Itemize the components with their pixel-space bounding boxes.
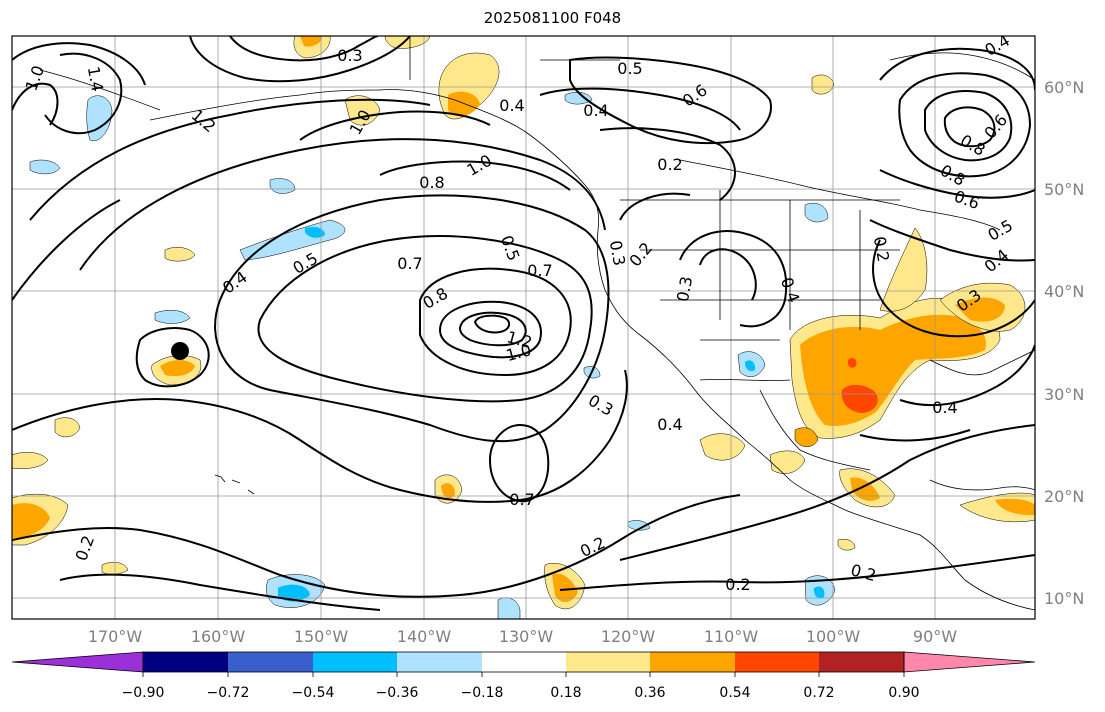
lat-label: 20°N (1044, 487, 1084, 506)
contour-label: 0.2 (725, 575, 750, 594)
shade-red-south-plains (841, 384, 878, 413)
shade-negative-west-small (29, 159, 61, 175)
colorbar-segment (143, 652, 228, 672)
shade-orange-caribbean (995, 498, 1035, 516)
lon-label: 170°W (88, 627, 143, 646)
shade-positive-small-6 (837, 539, 856, 551)
colorbar: −0.90 −0.72 −0.54 −0.36 −0.18 0.18 0.36 … (11, 651, 1036, 701)
shade-positive-small-2 (54, 417, 81, 438)
colorbar-segment (819, 652, 904, 672)
shade-negative-mid-pacific-dark (305, 226, 325, 238)
colorbar-tick-label: −0.72 (207, 685, 250, 701)
contour-label: 0.4 (657, 415, 682, 434)
lat-label: 50°N (1044, 180, 1084, 199)
lat-label: 10°N (1044, 589, 1084, 608)
shade-negative-canada (564, 92, 593, 105)
colorbar-tick-label: 0.90 (888, 685, 919, 701)
shaded-fields (12, 36, 1035, 619)
lon-label: 120°W (601, 627, 656, 646)
lon-label: 110°W (704, 627, 759, 646)
shade-negative-hawaii-north (154, 310, 191, 324)
shade-positive-top-4 (811, 74, 835, 95)
contour-label: 0.2 (657, 155, 682, 174)
contour-label: 0.3 (337, 46, 362, 65)
colorbar-tick-label: 0.54 (719, 685, 750, 701)
map-frame (11, 35, 1036, 620)
contour-label: 0.2 (870, 235, 893, 263)
contour-label: 0.4 (499, 96, 524, 115)
shade-positive-baja (699, 433, 746, 461)
colorbar-segment (228, 652, 313, 672)
shade-negative-south-3-dark (813, 586, 825, 598)
shade-orange-top-1 (300, 36, 322, 47)
shade-positive-small-1 (164, 247, 196, 262)
contour-label: 0.7 (509, 490, 534, 509)
shade-positive-mexico (769, 450, 806, 474)
shade-negative-alaska-west (86, 95, 113, 142)
lon-label: 140°W (397, 627, 452, 646)
shade-orange-south-mid (552, 573, 578, 603)
shade-positive-small-3 (12, 452, 49, 469)
contour-label: 0.4 (932, 398, 957, 417)
shade-negative-small-south (627, 520, 651, 531)
lon-label: 100°W (806, 627, 861, 646)
map-title: 2025081100 F048 (483, 9, 622, 27)
colorbar-segment (566, 652, 650, 672)
contour-label: 0.7 (397, 254, 422, 273)
colorbar-tick-label: 0.72 (803, 685, 834, 701)
colorbar-tick-label: −0.18 (461, 685, 504, 701)
lon-label: 90°W (913, 627, 957, 646)
contour-label: 0.3 (673, 275, 696, 303)
colorbar-tick-label: −0.54 (292, 685, 335, 701)
coastlines (39, 36, 1035, 611)
shade-negative-aleutian-small (269, 178, 296, 194)
shade-positive-midwest (879, 227, 928, 312)
colorbar-segment (313, 652, 397, 672)
colorbar-tick-label: 0.18 (550, 685, 581, 701)
latitude-labels: 60°N 50°N 40°N 30°N 20°N 10°N (1044, 78, 1084, 608)
lon-label: 150°W (294, 627, 349, 646)
colorbar-tick-label: −0.36 (376, 685, 419, 701)
contour-label: 0.5 (617, 59, 642, 78)
graticule (12, 36, 1035, 619)
colorbar-segment (650, 652, 735, 672)
contour-label: 0.4 (583, 101, 608, 120)
contour-label: 0.7 (527, 261, 552, 280)
shade-orange-mexico (850, 477, 880, 501)
colorbar-extend-low (11, 651, 144, 673)
colorbar-tick-label: 0.36 (634, 685, 665, 701)
location-marker (171, 342, 189, 360)
shade-red-small (847, 358, 857, 368)
contours (12, 36, 1035, 611)
shade-negative-south-1-dark (278, 584, 310, 602)
shade-orange-west-edge (12, 503, 50, 538)
shade-orange-small-4 (441, 483, 455, 499)
shade-orange-hawaii (160, 360, 195, 377)
lat-label: 40°N (1044, 282, 1084, 301)
shade-positive-central (794, 427, 819, 447)
contour-label: 0.3 (606, 239, 629, 267)
colorbar-tick-label: −0.90 (122, 685, 165, 701)
contour-label: 0.8 (419, 173, 444, 192)
contour-label: 1.4 (84, 65, 107, 93)
lon-label: 160°W (191, 627, 246, 646)
colorbar-extend-high (903, 651, 1036, 673)
lat-label: 30°N (1044, 385, 1084, 404)
lat-label: 60°N (1044, 78, 1084, 97)
colorbar-segment (735, 652, 819, 672)
shade-negative-plains (804, 202, 829, 223)
shade-orange-east (955, 297, 1005, 322)
longitude-labels: 170°W 160°W 150°W 140°W 130°W 120°W 110°… (88, 627, 957, 646)
shade-negative-texas-dark (745, 360, 756, 372)
colorbar-segment (482, 652, 566, 672)
lon-label: 130°W (499, 627, 554, 646)
map-panel: 0.3 1.0 1.4 1.2 1.0 0.4 0.4 0.5 0.4 0.6 … (12, 36, 1035, 619)
colorbar-segment (397, 652, 482, 672)
